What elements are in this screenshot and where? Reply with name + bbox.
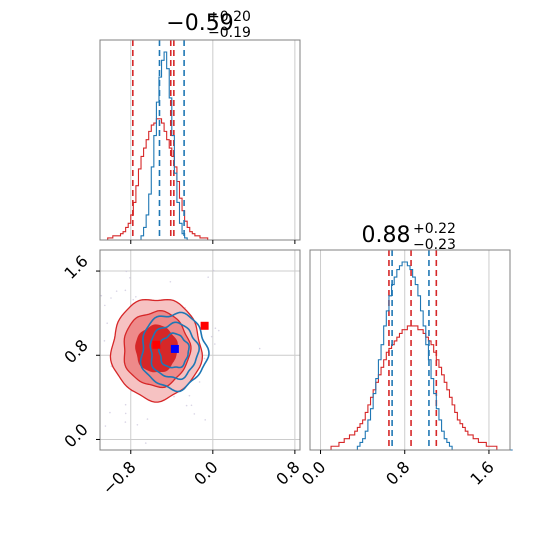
title-param2-lower: −0.23 xyxy=(413,237,456,253)
scatter-point xyxy=(144,442,147,444)
scatter-point xyxy=(169,280,172,283)
scatter-point xyxy=(115,290,118,292)
y-tick-label: 1.6 xyxy=(60,251,91,282)
scatter-point xyxy=(258,347,261,350)
blue-contour-2 xyxy=(158,332,190,369)
marker-square-1 xyxy=(200,321,209,330)
title-param1-value: −0.59 xyxy=(166,11,233,36)
scatter-point xyxy=(190,404,193,407)
title-param2-value: 0.88 xyxy=(362,223,411,248)
scatter-point xyxy=(129,276,131,279)
scatter-point xyxy=(136,423,139,426)
scatter-point xyxy=(204,419,207,421)
scatter-point xyxy=(173,395,175,398)
scatter-point xyxy=(135,295,137,298)
hist-series-0 xyxy=(100,118,300,241)
x-tick-label: 0.0 xyxy=(298,457,329,488)
x-tick-label: −0.8 xyxy=(99,457,140,498)
x-tick-label: 0.8 xyxy=(272,457,303,488)
axes-frame xyxy=(309,249,511,451)
marker-square-0 xyxy=(152,340,161,349)
scatter-point xyxy=(188,394,191,397)
scatter-point xyxy=(203,357,206,360)
x-tick-label: 0.8 xyxy=(382,457,413,488)
scatter-point xyxy=(124,403,127,406)
axes-frame xyxy=(99,39,301,241)
scatter-point xyxy=(198,381,201,383)
scatter-point xyxy=(132,298,135,301)
scatter-point xyxy=(212,269,215,272)
title-param2: 0.88 xyxy=(362,223,411,248)
scatter-point xyxy=(124,412,127,415)
marker-square-2 xyxy=(170,344,179,353)
scatter-point xyxy=(214,327,217,329)
scatter-point xyxy=(185,404,188,407)
y-tick-label: 0.0 xyxy=(60,420,91,451)
scatter-point xyxy=(104,304,106,307)
scatter-point xyxy=(125,270,128,273)
x-tick-label: 0.0 xyxy=(190,457,221,488)
x-tick-label: 1.6 xyxy=(466,457,497,488)
scatter-point xyxy=(214,343,216,345)
title-param1-lower: −0.19 xyxy=(208,25,251,41)
scatter-point xyxy=(193,413,196,415)
y-tick-label: 0.8 xyxy=(60,336,91,367)
scatter-point xyxy=(217,329,220,332)
scatter-point xyxy=(110,365,113,368)
hist-series-0 xyxy=(310,325,513,451)
marginal-param1-panel xyxy=(99,39,301,244)
scatter-point xyxy=(100,294,103,297)
axes-frame xyxy=(99,249,301,451)
title-param1: −0.59 xyxy=(166,11,233,36)
title-param1-upper: +0.20 xyxy=(208,9,251,25)
joint-panel: −0.8 0.0 0.8 0.0 0.8 1.6 xyxy=(60,249,304,498)
scatter-point xyxy=(106,322,108,325)
blue-contour-1 xyxy=(149,321,201,381)
blue-contour-0 xyxy=(139,311,210,393)
scatter-point xyxy=(146,418,149,420)
title-param2-upper: +0.22 xyxy=(413,221,456,237)
scatter-point xyxy=(210,335,213,338)
scatter-point xyxy=(124,421,127,423)
marginal-param2-panel: 0.0 0.8 1.6 xyxy=(298,249,513,489)
hist-series-1 xyxy=(100,51,300,241)
scatter-point xyxy=(109,411,111,414)
scatter-point xyxy=(124,289,127,292)
scatter-point xyxy=(103,340,106,342)
scatter-point xyxy=(207,276,209,278)
scatter-point xyxy=(110,297,112,299)
scatter-point xyxy=(104,425,107,427)
